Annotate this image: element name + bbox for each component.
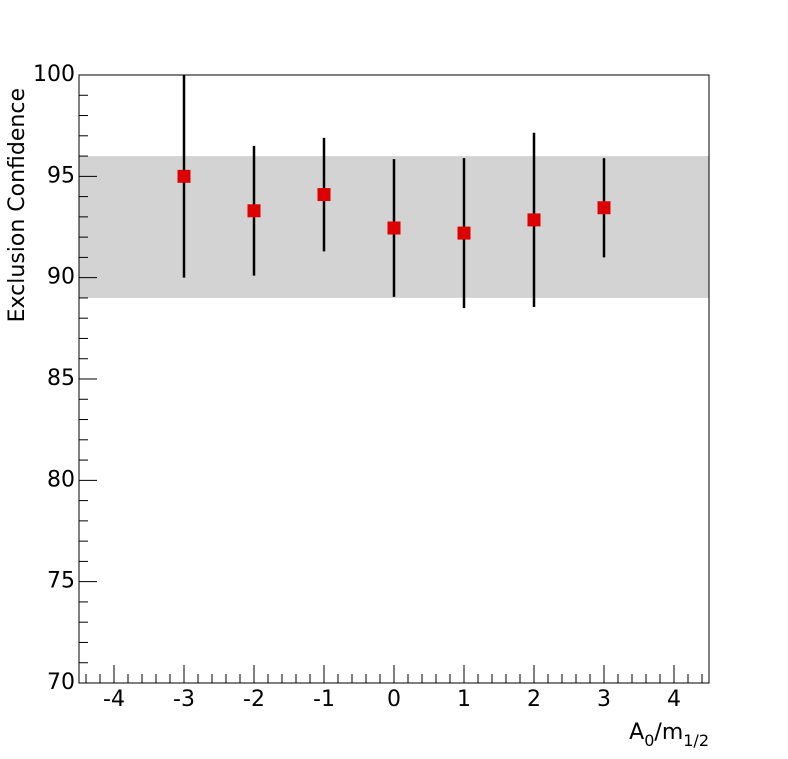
marker xyxy=(177,169,191,183)
y-tick-label: 70 xyxy=(47,670,75,695)
y-tick-label: 95 xyxy=(47,163,75,188)
x-tick-label: -2 xyxy=(243,687,265,712)
y-tick-label: 85 xyxy=(47,366,75,391)
x-tick-label: 2 xyxy=(527,687,541,712)
x-label-part: 0 xyxy=(644,731,654,750)
marker xyxy=(457,226,471,240)
y-tick-label: 100 xyxy=(33,62,75,87)
y-tick-label: 75 xyxy=(47,569,75,594)
x-label-part: 1/2 xyxy=(683,731,709,750)
x-label-part: /m xyxy=(654,720,683,745)
x-tick-label: 4 xyxy=(667,687,681,712)
marker xyxy=(247,204,261,218)
marker xyxy=(387,221,401,235)
marker xyxy=(527,213,541,227)
y-axis-label: Exclusion Confidence xyxy=(5,88,30,322)
x-axis-label: A0/m1/2 xyxy=(629,720,709,750)
x-tick-label: -4 xyxy=(103,687,125,712)
y-tick-label: 80 xyxy=(47,467,75,492)
x-tick-label: 3 xyxy=(597,687,611,712)
x-tick-label: 0 xyxy=(387,687,401,712)
marker xyxy=(317,188,331,202)
x-label-part: A xyxy=(629,720,644,745)
x-tick-label: -1 xyxy=(313,687,335,712)
x-tick-label: -3 xyxy=(173,687,195,712)
y-tick-label: 90 xyxy=(47,265,75,290)
marker xyxy=(597,201,611,215)
x-tick-label: 1 xyxy=(457,687,471,712)
